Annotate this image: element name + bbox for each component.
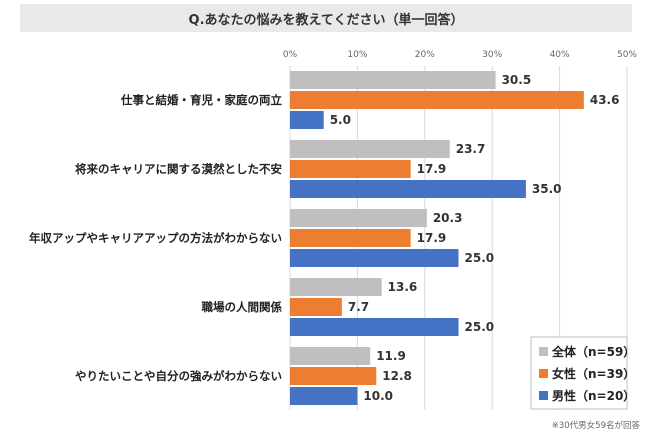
legend-label: 全体（n=59） bbox=[551, 344, 635, 359]
data-label: 25.0 bbox=[465, 251, 495, 265]
data-label: 17.9 bbox=[417, 162, 447, 176]
bar bbox=[290, 91, 584, 109]
bar bbox=[290, 278, 382, 296]
bar bbox=[290, 209, 427, 227]
bar bbox=[290, 160, 411, 178]
data-label: 5.0 bbox=[330, 113, 351, 127]
bar bbox=[290, 180, 526, 198]
legend-swatch bbox=[539, 369, 548, 378]
bar bbox=[290, 71, 496, 89]
bar bbox=[290, 229, 411, 247]
data-label: 7.7 bbox=[348, 300, 369, 314]
bar bbox=[290, 298, 342, 316]
data-label: 23.7 bbox=[456, 142, 486, 156]
x-tick-label: 40% bbox=[550, 50, 570, 60]
data-label: 13.6 bbox=[388, 280, 418, 294]
x-tick-label: 20% bbox=[415, 50, 435, 60]
data-label: 43.6 bbox=[590, 93, 620, 107]
data-label: 11.9 bbox=[376, 349, 406, 363]
bar bbox=[290, 249, 459, 267]
category-label: 職場の人間関係 bbox=[202, 300, 283, 314]
data-label: 17.9 bbox=[417, 231, 447, 245]
footnote: ※30代男女59名が回答 bbox=[551, 421, 640, 431]
data-label: 20.3 bbox=[433, 211, 463, 225]
data-label: 35.0 bbox=[532, 182, 562, 196]
category-label: 将来のキャリアに関する漠然とした不安 bbox=[75, 162, 282, 176]
data-label: 12.8 bbox=[382, 369, 412, 383]
bar bbox=[290, 367, 377, 385]
bar bbox=[290, 347, 371, 365]
category-label: やりたいことや自分の強みがわからない bbox=[75, 369, 282, 383]
bar bbox=[290, 111, 324, 129]
data-label: 10.0 bbox=[363, 389, 393, 403]
bar bbox=[290, 318, 459, 336]
bar bbox=[290, 387, 358, 405]
chart-title-bar: Q.あなたの悩みを教えてください（単一回答） bbox=[20, 4, 632, 32]
bar bbox=[290, 140, 450, 158]
legend-label: 女性（n=39） bbox=[552, 366, 635, 381]
category-label: 仕事と結婚・育児・家庭の両立 bbox=[120, 93, 282, 107]
x-tick-label: 10% bbox=[347, 50, 367, 60]
x-tick-label: 50% bbox=[617, 50, 637, 60]
legend-label: 男性（n=20） bbox=[552, 388, 635, 403]
x-tick-label: 30% bbox=[482, 50, 502, 60]
legend-swatch bbox=[539, 391, 548, 400]
chart-title: Q.あなたの悩みを教えてください（単一回答） bbox=[188, 12, 464, 28]
data-label: 30.5 bbox=[502, 73, 532, 87]
legend-swatch bbox=[539, 347, 548, 356]
x-tick-label: 0% bbox=[283, 50, 298, 60]
data-label: 25.0 bbox=[465, 320, 495, 334]
category-label: 年収アップやキャリアアップの方法がわからない bbox=[29, 231, 282, 245]
